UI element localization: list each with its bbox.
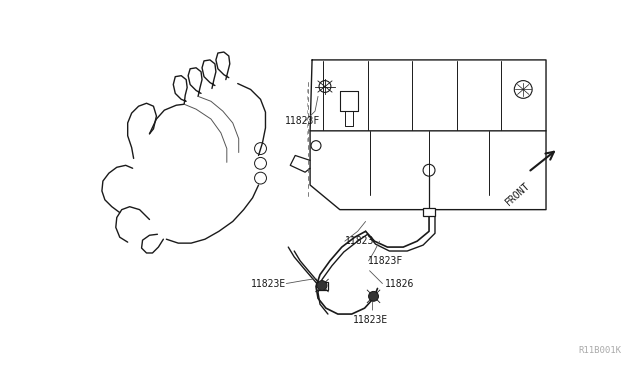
Bar [423,208,435,215]
Bar [316,282,328,291]
Text: 11826: 11826 [385,279,414,289]
Text: 11823F: 11823F [285,116,321,126]
Text: 11823F: 11823F [367,256,403,266]
Text: FRONT: FRONT [504,180,532,207]
Text: 11823: 11823 [345,236,374,246]
Text: R11B001K: R11B001K [579,346,621,355]
Text: 11823E: 11823E [251,279,286,289]
Circle shape [317,280,327,291]
Circle shape [369,291,378,301]
Text: 11823E: 11823E [353,315,388,325]
